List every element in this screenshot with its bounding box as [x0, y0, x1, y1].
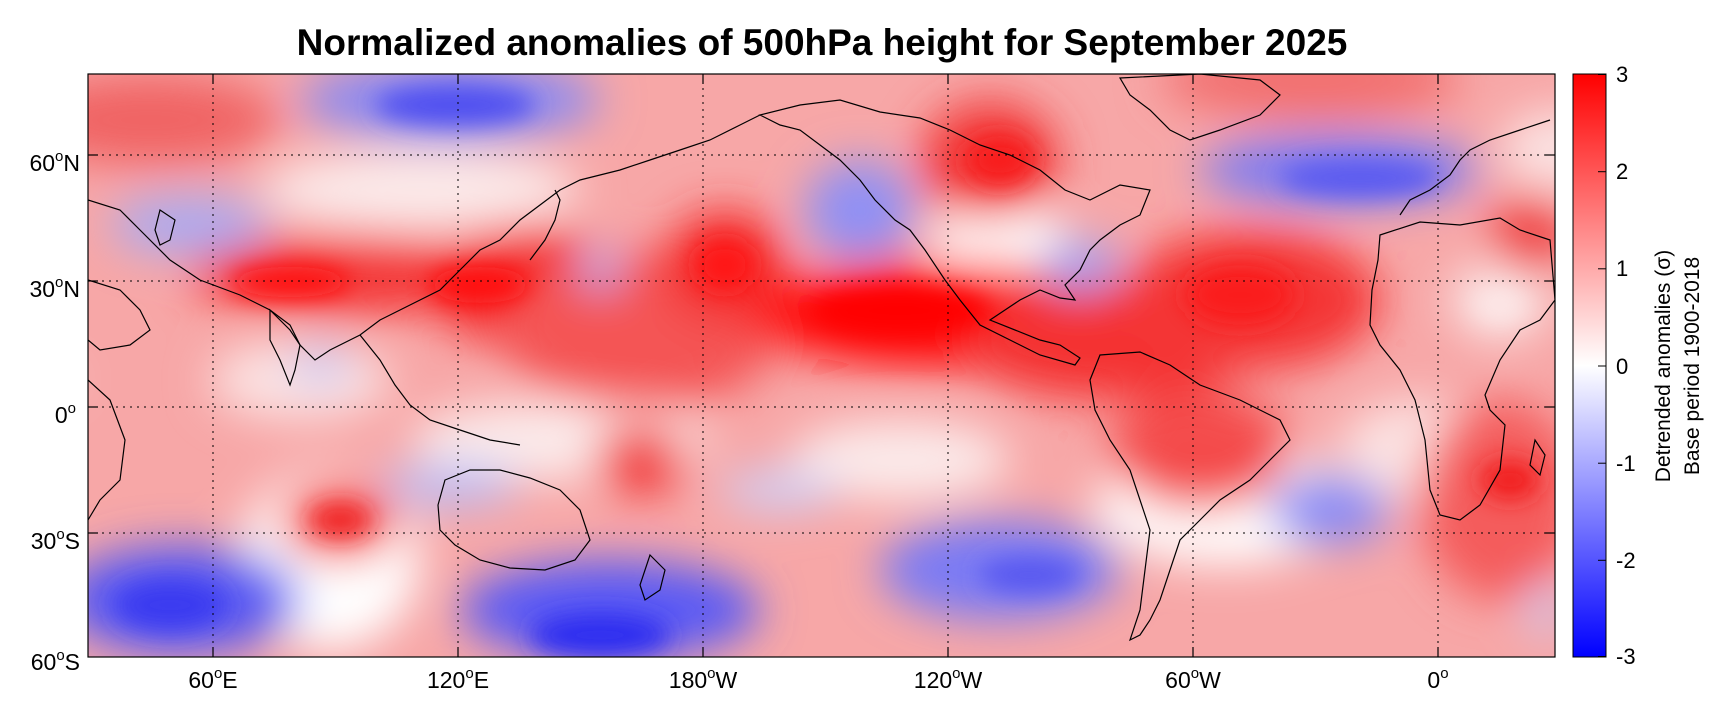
lat-label-30n: 30oN: [29, 274, 80, 302]
colorbar-label-neg2: -2: [1616, 548, 1636, 573]
colorbar-title-line1: Detrended anomalies (σ): [1652, 250, 1675, 482]
southeast-asia-coastline: [359, 334, 521, 446]
colorbar-label-neg1: -1: [1616, 451, 1636, 476]
colorbar-label-1: 1: [1616, 256, 1628, 281]
colorbar: 3 2 1 0 -1 -2 -3 Detrended anomalies (σ)…: [1572, 62, 1704, 669]
anomaly-cores: [115, 85, 1540, 657]
lon-label-60w: 60oW: [1165, 665, 1221, 693]
colorbar-label-2: 2: [1616, 159, 1628, 184]
lat-label-0: 0o: [55, 400, 76, 428]
india-coastline: [269, 308, 301, 387]
madagascar-coastline: [1529, 438, 1546, 477]
map-title: Normalized anomalies of 500hPa height fo…: [296, 22, 1348, 63]
tick-marks: [88, 74, 1555, 657]
east-africa-coastline: [88, 379, 126, 521]
lat-label-60s: 60oS: [31, 647, 80, 675]
anomaly-blobs: [88, 74, 1555, 657]
colorbar-ticks: [1598, 74, 1606, 657]
longitude-labels: 60oE 120oE 180oW 120oW 60oW 0o: [188, 665, 1448, 693]
arabia-coastline: [88, 279, 151, 351]
colorbar-label-3: 3: [1616, 62, 1628, 87]
japan-coastline: [529, 189, 561, 261]
colorbar-label-0: 0: [1616, 354, 1628, 379]
colorbar-label-neg3: -3: [1616, 644, 1636, 669]
lon-label-60e: 60oE: [188, 665, 237, 693]
asia-coastline: [88, 114, 761, 361]
europe-coastline: [1399, 119, 1551, 216]
lon-label-0: 0o: [1427, 665, 1448, 693]
latitude-labels: 60oN 30oN 0o 30oS 60oS: [29, 148, 80, 675]
north-america-coastline: [758, 99, 1151, 366]
south-america-coastline: [1089, 351, 1291, 642]
caspian-coastline: [154, 209, 176, 246]
lon-label-120e: 120oE: [427, 665, 489, 693]
lat-label-60n: 60oN: [29, 148, 80, 176]
lon-label-180w: 180oW: [669, 665, 738, 693]
australia-coastline: [437, 469, 591, 571]
anomaly-field: [88, 74, 1555, 657]
greenland-coastline: [1118, 74, 1281, 141]
coastlines: [88, 74, 1555, 642]
map-frame-border: [87, 73, 1556, 658]
lat-label-30s: 30oS: [31, 526, 80, 554]
africa-coastline: [1369, 217, 1555, 521]
lon-label-120w: 120oW: [914, 665, 983, 693]
colorbar-title-line2: Base period 1900-2018: [1681, 257, 1704, 475]
new-zealand-coastline: [639, 553, 666, 601]
